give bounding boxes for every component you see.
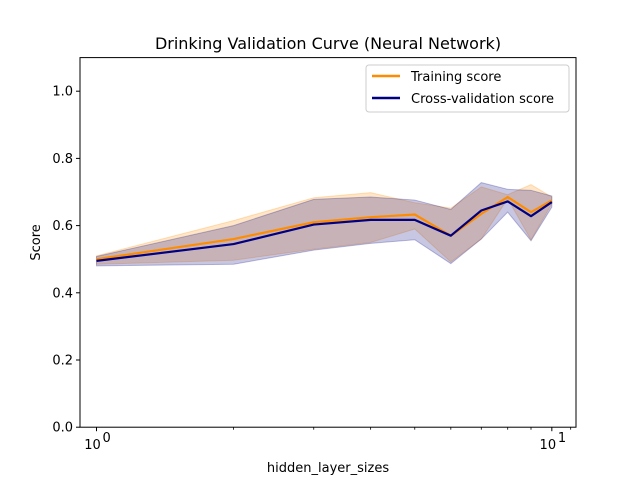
x-axis-label: hidden_layer_sizes xyxy=(267,461,389,476)
x-axis-ticks: 10 0 10 1 xyxy=(84,427,572,453)
y-tick-label-1: 0.2 xyxy=(52,354,73,369)
x-tick-label-0: 10 xyxy=(84,438,101,453)
y-tick-label-0: 0.0 xyxy=(52,421,73,436)
line-series-0 xyxy=(96,195,553,261)
legend-label-cross-validation: Cross-validation score xyxy=(411,92,554,107)
legend: Training score Cross-validation score xyxy=(365,64,570,113)
x-tick-label-1: 10 xyxy=(540,438,557,453)
line-series-1 xyxy=(96,200,553,262)
chart-title: Drinking Validation Curve (Neural Networ… xyxy=(155,34,501,53)
legend-label-training: Training score xyxy=(410,70,501,85)
legend-box xyxy=(365,64,570,113)
y-tick-label-2: 0.4 xyxy=(52,286,73,301)
plot-area-frame xyxy=(79,57,577,428)
series-lines xyxy=(96,195,553,262)
y-tick-label-3: 0.6 xyxy=(52,219,73,234)
y-tick-label-5: 1.0 xyxy=(52,85,73,100)
y-axis-ticks: 0.0 0.2 0.4 0.6 0.8 1.0 xyxy=(52,85,80,436)
x-tick-exponent-0: 0 xyxy=(102,431,110,446)
y-tick-label-4: 0.8 xyxy=(52,152,73,167)
y-axis-label: Score xyxy=(29,224,44,260)
x-tick-exponent-1: 1 xyxy=(558,431,566,446)
